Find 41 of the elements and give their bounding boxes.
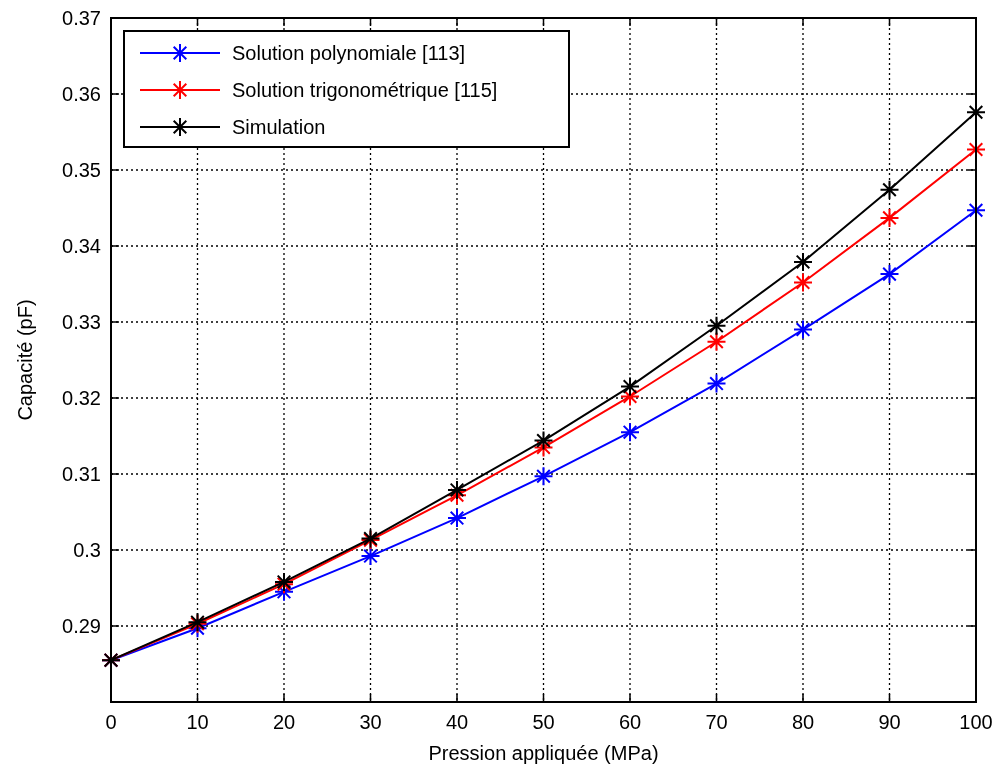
x-tick-label: 10 [186, 711, 209, 733]
point [533, 430, 554, 451]
x-tick-label: 60 [618, 711, 642, 733]
point [620, 376, 640, 397]
y-tick-label: 0.3 [73, 539, 101, 561]
point [793, 251, 813, 272]
x-axis-title: Pression appliquée (MPa) [428, 742, 659, 764]
point [879, 207, 900, 228]
legend-label: Solution polynomiale [113] [232, 42, 466, 64]
y-tick-label: 0.32 [62, 387, 101, 409]
point [447, 508, 467, 529]
x-tick-label: 0 [105, 711, 117, 733]
legend-label: Simulation [232, 116, 326, 138]
point [793, 319, 813, 340]
point [879, 179, 900, 200]
x-tick-label: 20 [272, 711, 296, 733]
x-tick-label: 100 [959, 711, 993, 733]
y-tick-label: 0.36 [62, 83, 101, 105]
point [706, 315, 727, 336]
x-tick-label: 30 [359, 711, 382, 733]
legend-label: Solution trigonométrique [115] [232, 79, 498, 101]
point [360, 546, 381, 567]
y-axis-title: Capacité (pF) [14, 299, 36, 421]
point [706, 373, 727, 394]
point [447, 479, 467, 500]
point [447, 485, 467, 506]
y-tick-label: 0.37 [62, 7, 101, 29]
x-tick-label: 50 [532, 711, 555, 733]
y-tick-label: 0.29 [62, 615, 101, 637]
x-tick-label: 40 [445, 711, 469, 733]
y-tick-label: 0.35 [62, 159, 101, 181]
x-tick-label: 90 [878, 711, 901, 733]
point [620, 422, 640, 443]
x-tick-label: 80 [791, 711, 815, 733]
point [793, 272, 813, 293]
x-tick-label: 70 [705, 711, 728, 733]
y-tick-label: 0.33 [62, 311, 101, 333]
point [879, 264, 900, 285]
y-tick-label: 0.31 [62, 463, 101, 485]
point [533, 466, 554, 487]
y-tick-label: 0.34 [62, 235, 101, 257]
